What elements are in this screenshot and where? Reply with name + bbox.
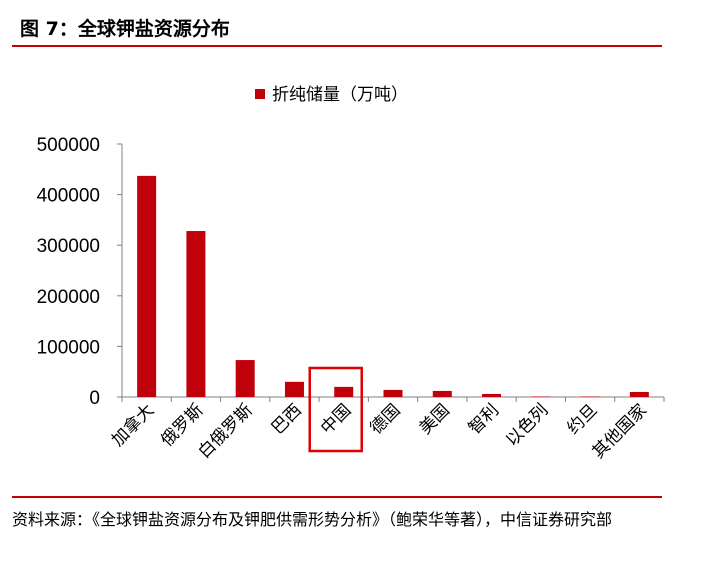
bar [334, 386, 354, 397]
highlight-box [308, 366, 363, 453]
x-tick-label: 中国 [317, 400, 355, 438]
source-note: 资料来源：《全球钾盐资源分布及钾肥供需形势分析》（鲍荣华等著），中信证券研究部 [12, 510, 613, 529]
x-tick-label: 美国 [416, 400, 454, 438]
x-tick-label: 其他国家 [589, 400, 651, 462]
bar [186, 231, 206, 397]
x-tick-label: 白俄罗斯 [194, 400, 256, 462]
y-tick-label: 400000 [37, 186, 100, 207]
bar-chart: 折纯储量（万吨） 0 100000 200000 300000 400000 500000 加… [37, 85, 665, 463]
source-rule [12, 496, 662, 498]
bar [284, 381, 304, 397]
figure-title: 图 7：全球钾盐资源分布 [20, 18, 230, 40]
bar [482, 393, 502, 397]
y-tick-label: 0 [89, 388, 100, 409]
x-tick-label: 约旦 [563, 400, 601, 438]
legend-label: 折纯储量（万吨） [272, 85, 408, 105]
bar [383, 389, 403, 397]
x-tick-label: 以色列 [502, 400, 552, 450]
bar [137, 175, 157, 397]
legend-swatch [255, 89, 265, 99]
x-tick-label: 加拿大 [107, 400, 158, 451]
bar [432, 390, 452, 397]
y-tick-label: 100000 [37, 337, 100, 358]
y-tick-label: 200000 [37, 287, 100, 308]
x-tick-label: 德国 [366, 400, 404, 438]
bar [531, 396, 551, 397]
bar [629, 391, 649, 397]
bar [235, 360, 255, 397]
x-tick-label: 巴西 [268, 400, 306, 438]
y-tick-label: 300000 [37, 236, 100, 257]
y-tick-label: 500000 [37, 135, 100, 156]
x-tick-label: 智利 [465, 400, 503, 438]
title-rule [12, 45, 662, 47]
bar [580, 396, 600, 397]
